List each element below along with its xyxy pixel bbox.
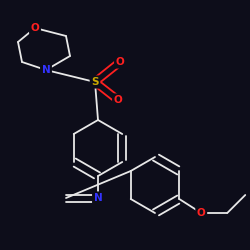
Text: S: S: [91, 77, 99, 87]
Text: O: O: [114, 95, 122, 105]
Text: O: O: [116, 57, 124, 67]
Text: O: O: [30, 23, 40, 33]
Text: N: N: [94, 193, 102, 203]
Text: O: O: [197, 208, 205, 218]
Text: N: N: [42, 65, 50, 75]
